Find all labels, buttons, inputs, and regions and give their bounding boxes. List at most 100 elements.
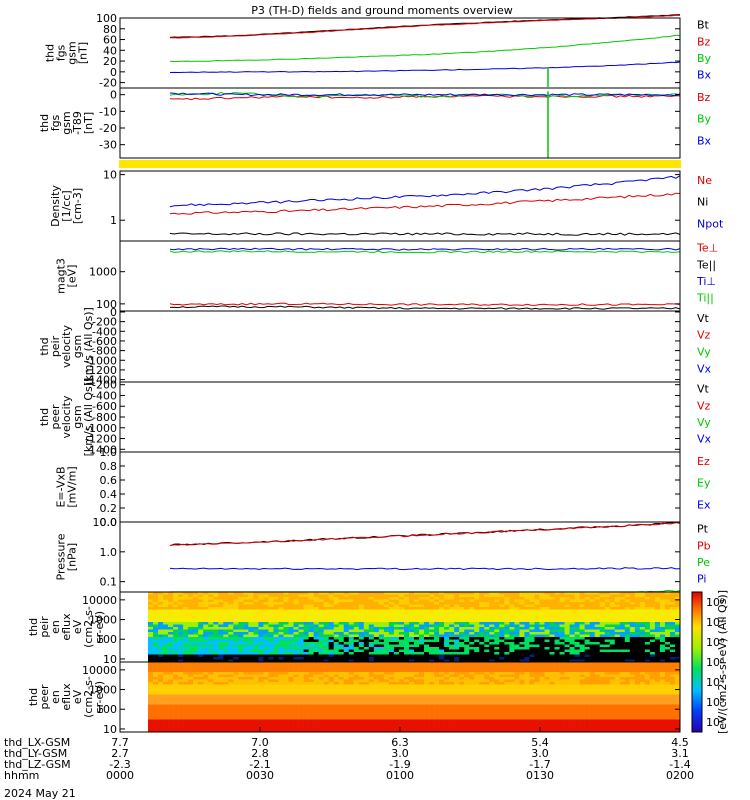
heatmap-cell (534, 614, 540, 618)
heatmap-cell (298, 709, 304, 713)
heatmap-cell (228, 594, 234, 598)
heatmap-cell (479, 619, 485, 623)
heatmap-cell (474, 602, 480, 605)
heatmap-cell (183, 704, 189, 708)
heatmap-cell (444, 704, 450, 708)
heatmap-cell (494, 609, 500, 613)
heatmap-cell (148, 629, 154, 633)
heatmap-cell (424, 659, 430, 663)
heatmap-cell (579, 592, 585, 595)
heatmap-cell (459, 709, 465, 713)
heatmap-cell (293, 694, 299, 698)
heatmap-cell (238, 717, 244, 720)
heatmap-cell (388, 619, 395, 623)
heatmap-cell (429, 622, 435, 625)
heatmap-cell (434, 632, 440, 635)
heatmap-cell (449, 687, 455, 690)
heatmap-cell (449, 672, 455, 675)
heatmap-cell (203, 662, 209, 665)
heatmap-cell (328, 617, 334, 620)
heatmap-cell (609, 632, 616, 635)
heatmap-cell (459, 639, 465, 643)
heatmap-cell (649, 644, 656, 648)
heatmap-cell (333, 687, 340, 690)
heatmap-cell (549, 647, 555, 650)
heatmap-cell (298, 602, 304, 605)
heatmap-cell (604, 649, 611, 653)
heatmap-cell (539, 594, 545, 598)
heatmap-cell (238, 664, 244, 668)
heatmap-cell (178, 699, 184, 703)
heatmap-cell (333, 654, 340, 658)
heatmap-cell (398, 662, 405, 665)
heatmap-cell (323, 729, 329, 733)
heatmap-cell (158, 592, 164, 595)
heatmap-cell (373, 659, 380, 663)
heatmap-cell (263, 599, 269, 603)
heatmap-cell (308, 647, 314, 650)
heatmap-cell (303, 604, 309, 608)
heatmap-cell (338, 592, 345, 595)
heatmap-cell (358, 714, 365, 718)
heatmap-cell (258, 637, 264, 640)
heatmap-cell (569, 624, 575, 628)
heatmap-cell (273, 702, 279, 705)
heatmap-cell (158, 624, 164, 628)
heatmap-cell (223, 697, 229, 700)
heatmap-cell (158, 602, 164, 605)
heatmap-cell (499, 639, 505, 643)
heatmap-cell (519, 632, 525, 635)
heatmap-cell (228, 639, 234, 643)
heatmap-cell (153, 594, 159, 598)
heatmap-cell (419, 634, 425, 638)
heatmap-cell (228, 607, 234, 610)
heatmap-cell (424, 657, 430, 660)
heatmap-cell (163, 699, 169, 703)
heatmap-cell (328, 664, 334, 668)
heatmap-cell (474, 609, 480, 613)
heatmap-cell (233, 622, 239, 625)
heatmap-cell (178, 672, 184, 675)
heatmap-cell (464, 709, 470, 713)
heatmap-cell (414, 647, 420, 650)
heatmap-cell (158, 652, 164, 655)
heatmap-cell (408, 672, 415, 675)
heatmap-cell (388, 642, 395, 645)
heatmap-cell (163, 652, 169, 655)
heatmap-cell (504, 652, 510, 655)
heatmap-cell (634, 657, 641, 660)
heatmap-cell (544, 637, 550, 640)
heatmap-cell (629, 647, 636, 650)
heatmap-cell (153, 609, 159, 613)
heatmap-cell (153, 644, 159, 648)
heatmap-cell (368, 687, 375, 690)
heatmap-cell (158, 707, 164, 710)
heatmap-cell (188, 642, 194, 645)
heatmap-cell (293, 619, 299, 623)
heatmap-cell (173, 602, 179, 605)
heatmap-cell (524, 642, 530, 645)
heatmap-cell (368, 704, 375, 708)
heatmap-cell (494, 592, 500, 595)
heatmap-cell (283, 629, 289, 633)
heatmap-cell (298, 729, 304, 733)
y-tick-label: 0.2 (100, 502, 118, 515)
heatmap-cell (408, 709, 415, 713)
heatmap-cell (524, 629, 530, 633)
heatmap-cell (459, 694, 465, 698)
heatmap-cell (424, 614, 430, 618)
heatmap-cell (288, 607, 294, 610)
heatmap-cell (444, 674, 450, 678)
heatmap-cell (358, 624, 365, 628)
heatmap-cell (564, 632, 570, 635)
heatmap-cell (158, 642, 164, 645)
heatmap-cell (439, 659, 445, 663)
heatmap-cell (464, 609, 470, 613)
heatmap-cell (268, 712, 274, 715)
heatmap-cell (669, 647, 676, 650)
heatmap-cell (388, 637, 395, 640)
y-axis-label: eV (71, 619, 84, 634)
heatmap-cell (238, 712, 244, 715)
heatmap-cell (378, 654, 385, 658)
heatmap-cell (378, 662, 385, 665)
